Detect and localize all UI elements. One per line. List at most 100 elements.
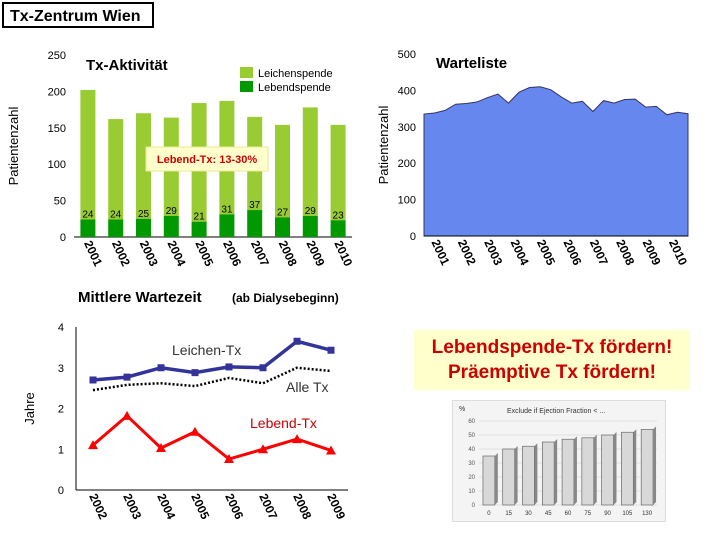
series-marker	[123, 373, 131, 381]
thumb-bar	[541, 441, 555, 506]
legend-swatch	[240, 67, 253, 78]
x-tick-label: 60	[565, 511, 572, 517]
thumb-bar	[601, 434, 614, 506]
y-tick-label: 50	[468, 433, 475, 439]
x-tick-label: 2010	[666, 237, 690, 267]
thumb-bar	[621, 431, 634, 506]
legend-swatch	[240, 81, 253, 92]
bar-lebendspende	[330, 220, 346, 237]
waiting-time-chart: Mittlere Wartezeit (ab Dialysebeginn) Jahr…	[22, 289, 348, 522]
y-tick-label: 0	[60, 232, 66, 244]
y-tick-label: 250	[48, 50, 66, 62]
x-tick-label: 2009	[640, 237, 664, 267]
thumb-bar-side	[653, 426, 657, 505]
legend-label: Leichenspende	[258, 68, 333, 80]
y-tick-label: 10	[468, 489, 475, 495]
y-tick-label: 150	[48, 123, 66, 135]
thumb-bar-side	[554, 439, 558, 505]
page-title: Tx-Zentrum Wien	[2, 2, 154, 28]
waitlist-chart: Patientenzahl 0 100 200 300 400 500 Warteliste 2…	[376, 49, 690, 268]
annotation-box	[145, 146, 269, 172]
chart-title: Tx-Aktivität	[86, 57, 168, 74]
x-tick-label: 2006	[220, 238, 244, 268]
x-tick-label: 2005	[188, 491, 212, 521]
annotation-text: Lebend-Tx: 13-30%	[157, 154, 257, 166]
chart-subtitle: (ab Dialysebeginn)	[232, 291, 339, 305]
data-label: 24	[82, 210, 94, 221]
series-label: Leichen-Tx	[172, 342, 241, 358]
x-tick-label: 2005	[192, 238, 216, 268]
x-tick-label: 130	[642, 511, 653, 517]
x-tick-label: 2003	[137, 238, 161, 268]
thumb-bar	[522, 445, 535, 506]
ejection-fraction-chart: Exclude if Ejection Fraction < ...% 0 10 20…	[459, 406, 657, 517]
bar-lebendspende	[247, 210, 263, 237]
data-label: 31	[221, 204, 233, 215]
thumb-bar	[502, 448, 515, 506]
x-tick-label: 2003	[120, 491, 144, 521]
thumb-bar	[561, 438, 575, 506]
y-tick-label: 2	[58, 404, 64, 416]
y-axis-label: Patientenzahl	[376, 105, 391, 184]
thumb-bar	[581, 437, 595, 506]
x-tick-label: 2008	[290, 491, 314, 521]
x-tick-label: 105	[622, 511, 633, 517]
bar-leichenspende	[302, 107, 318, 216]
area-waitlist	[423, 86, 689, 237]
x-tick-label: 2004	[154, 491, 178, 521]
y-tick-label: 40	[468, 447, 475, 453]
promo-line-1: Lebendspende-Tx fördern!	[431, 337, 673, 358]
x-tick-label: 2008	[276, 238, 300, 268]
series-line	[92, 366, 332, 392]
y-tick-label: 4	[58, 322, 64, 334]
y-tick-label: 0	[472, 503, 476, 509]
y-tick-label: 60	[468, 419, 475, 425]
series-marker	[157, 364, 165, 372]
chart-title: Warteliste	[436, 55, 507, 72]
bar-lebendspende	[275, 217, 290, 237]
bar-leichenspende	[136, 113, 151, 219]
series-marker	[327, 346, 335, 354]
series-marker	[259, 364, 267, 372]
x-tick-label: 2004	[508, 237, 532, 267]
data-label: 24	[110, 210, 122, 221]
y-tick-label: 200	[48, 86, 66, 98]
bar-lebendspende	[191, 221, 207, 237]
x-tick-label: 2007	[248, 238, 272, 268]
x-tick-label: 2006	[560, 237, 584, 267]
x-tick-label: 2010	[331, 238, 355, 268]
x-tick-label: 45	[545, 511, 552, 517]
data-label: 23	[333, 210, 345, 221]
x-tick-label: 90	[604, 511, 611, 517]
bar-leichenspende	[275, 124, 290, 218]
thumb-bar-side	[514, 446, 518, 505]
series-marker	[225, 363, 233, 371]
promo-box: Lebendspende-Tx fördern! Präemptive Tx f…	[414, 330, 690, 390]
series-line	[92, 413, 332, 461]
x-tick-label: 30	[525, 511, 532, 517]
y-axis-label: Patientenzahl	[6, 106, 21, 185]
data-label: 25	[138, 209, 150, 220]
series-marker	[292, 434, 302, 444]
thumb-bar-side	[494, 453, 498, 505]
y-tick-label: 3	[58, 363, 64, 375]
x-tick-label: 2004	[165, 238, 189, 268]
legend-label: Lebendspende	[258, 82, 331, 94]
thumb-bar-side	[633, 429, 637, 505]
x-tick-label: 2003	[481, 237, 505, 267]
y-axis-label: %	[459, 406, 465, 413]
tx-activity-chart: Patientenzahl 0 50 100 150 200 250 24 2001 24 2002…	[6, 50, 355, 269]
x-tick-label: 2008	[613, 237, 637, 267]
thumb-bar-side	[534, 443, 538, 505]
bar-lebendspende	[108, 219, 124, 237]
x-tick-label: 0	[487, 511, 491, 517]
y-tick-label: 100	[398, 195, 416, 207]
thumb-bar-side	[593, 434, 597, 505]
bar-leichenspende	[330, 124, 346, 221]
series-line	[92, 339, 332, 382]
bar-lebendspende	[163, 215, 179, 237]
data-label: 29	[305, 206, 317, 217]
y-tick-label: 30	[468, 461, 475, 467]
promo-line-2: Präemptive Tx fördern!	[448, 362, 656, 383]
y-tick-label: 0	[58, 485, 64, 497]
